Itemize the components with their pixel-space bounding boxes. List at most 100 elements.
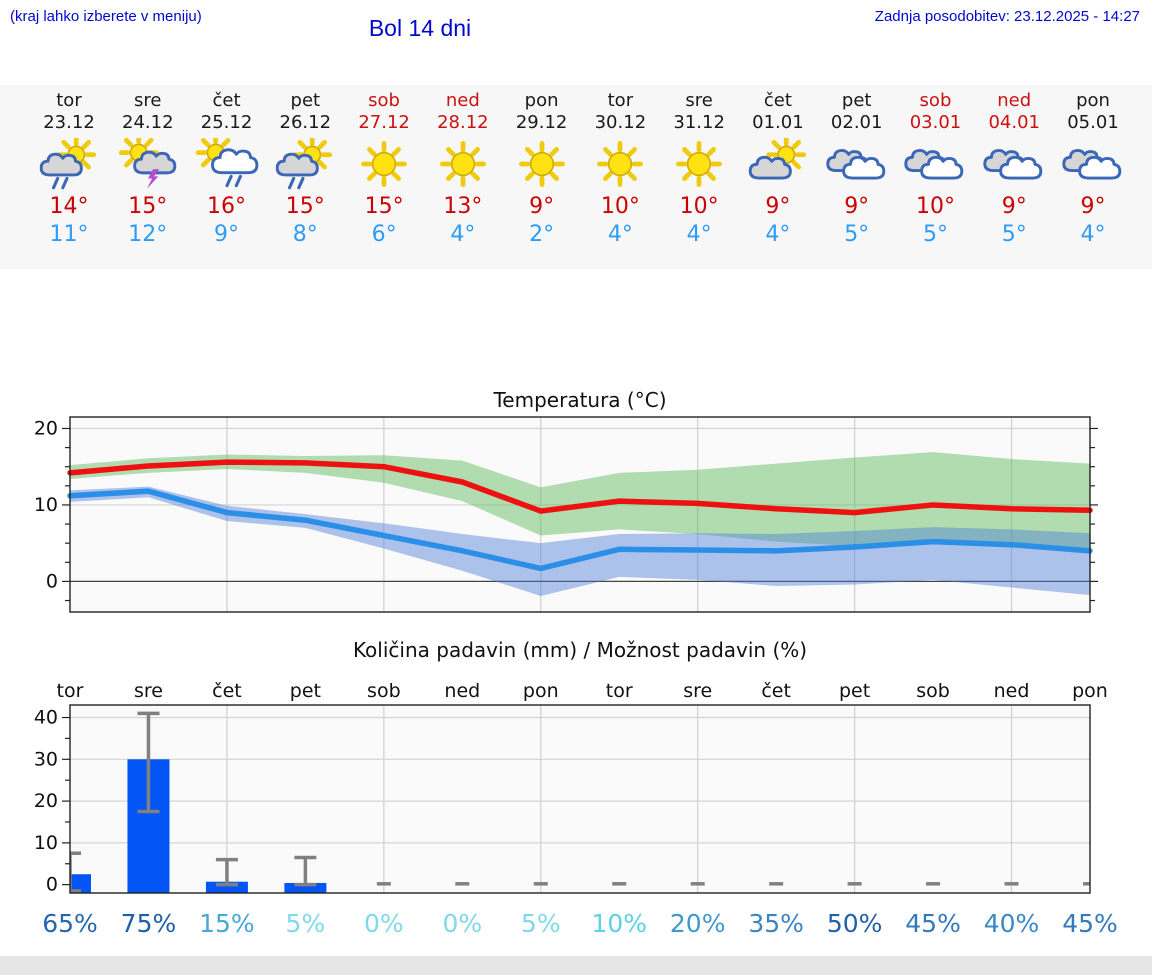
precipitation-chart-title: Količina padavin (mm) / Možnost padavin … <box>352 638 808 662</box>
precip-probability-label: 20% <box>670 909 726 938</box>
sun-icon <box>597 141 644 187</box>
day-date: 25.12 <box>200 112 253 133</box>
day-date: 01.01 <box>752 112 804 133</box>
max-temperature-range <box>70 452 1090 550</box>
day-low-temp: 5° <box>1001 222 1027 247</box>
day-date: 31.12 <box>673 112 725 133</box>
day-column: sob 03.01 10° 5° <box>896 85 975 269</box>
day-name: sob <box>368 90 400 111</box>
sun-cloud-rain-icon <box>39 138 97 190</box>
min-temperature-range <box>70 486 1090 596</box>
precip-probability-label: 0% <box>442 909 482 938</box>
day-column: pon 29.12 9° 2° <box>502 85 581 269</box>
day-date: 05.01 <box>1067 112 1119 133</box>
day-column: tor 30.12 10° 4° <box>581 85 660 269</box>
day-date: 26.12 <box>279 112 332 133</box>
sun-icon <box>676 141 723 187</box>
day-date: 27.12 <box>358 112 410 133</box>
day-column: ned 28.12 13° 4° <box>423 85 502 269</box>
precip-probability-label: 35% <box>748 909 804 938</box>
x-axis-day-label: čet <box>761 680 791 702</box>
x-axis-day-label: pon <box>1072 680 1108 702</box>
day-low-temp: 11° <box>49 222 89 247</box>
precip-bar <box>70 874 91 893</box>
day-column: sob 27.12 15° 6° <box>345 85 424 269</box>
error-bars <box>70 711 1090 893</box>
min-temperature-line <box>67 488 1093 572</box>
day-low-temp: 4° <box>1080 222 1106 247</box>
daily-forecast-strip: tor 23.12 14° 11° sre 24.12 15° 12° čet 25.12 16° 9… <box>0 85 1152 269</box>
y-axis-label: 20 <box>34 790 58 812</box>
footer-band <box>0 956 1152 975</box>
x-axis-day-label: čet <box>212 680 242 702</box>
day-low-temp: 5° <box>844 222 870 247</box>
day-low-temp: 4° <box>765 222 791 247</box>
day-high-temp: 15° <box>364 194 404 219</box>
day-name: ned <box>445 90 480 111</box>
y-axis-label: 40 <box>34 707 58 729</box>
temperature-chart: 0 10 20 <box>34 416 1098 613</box>
day-column: pet 26.12 15° 8° <box>266 85 345 269</box>
day-low-temp: 6° <box>371 222 397 247</box>
sun-icon <box>518 141 565 187</box>
day-column: sre 31.12 10° 4° <box>660 85 739 269</box>
day-high-temp: 16° <box>207 194 247 219</box>
day-column: čet 01.01 9° 4° <box>738 85 817 269</box>
cloudy-icon <box>826 149 885 180</box>
cloudy-icon <box>983 149 1043 180</box>
day-name: sob <box>919 90 952 111</box>
x-axis-day-label: tor <box>57 680 84 702</box>
x-axis-day-label: sre <box>683 680 712 702</box>
precip-probability-label: 15% <box>199 909 255 938</box>
day-date: 28.12 <box>437 112 489 133</box>
precip-probability-label: 5% <box>521 909 561 938</box>
x-axis-day-label: ned <box>994 680 1030 702</box>
day-date: 29.12 <box>515 112 568 133</box>
day-high-temp: 9° <box>844 194 870 219</box>
location-hint: (kraj lahko izberete v meniju) <box>10 8 202 25</box>
day-column: tor 23.12 14° 11° <box>30 85 109 269</box>
precip-probability-label: 5% <box>286 909 326 938</box>
page-title: Bol 14 dni <box>368 15 472 41</box>
day-name: tor <box>607 90 634 111</box>
day-low-temp: 8° <box>292 222 318 247</box>
day-date: 02.01 <box>830 112 883 133</box>
x-axis-day-label: sob <box>367 680 401 702</box>
day-column: ned 04.01 9° 5° <box>975 85 1054 269</box>
day-low-temp: 5° <box>922 222 948 247</box>
precip-probability-label: 75% <box>121 909 177 938</box>
x-axis-day-label: pon <box>523 680 559 702</box>
day-high-temp: 10° <box>600 194 640 219</box>
precip-probability-label: 50% <box>827 909 883 938</box>
day-high-temp: 9° <box>1001 194 1027 219</box>
sun-icon <box>439 141 486 187</box>
day-date: 24.12 <box>122 112 174 133</box>
day-name: ned <box>997 90 1032 111</box>
day-name: sre <box>134 90 162 111</box>
precip-probability-label: 10% <box>591 909 647 938</box>
day-high-temp: 15° <box>285 194 325 219</box>
day-name: čet <box>212 90 241 111</box>
precip-probability-label: 65% <box>42 909 98 938</box>
x-axis-day-label: pet <box>839 680 870 702</box>
day-high-temp: 9° <box>1080 194 1106 219</box>
precip-probability-label: 40% <box>984 909 1040 938</box>
precip-bar <box>205 881 248 893</box>
day-high-temp: 13° <box>443 194 483 219</box>
y-axis-label: 0 <box>46 570 58 592</box>
precip-probability-label: 45% <box>1062 909 1118 938</box>
day-name: pon <box>524 90 559 111</box>
day-date: 30.12 <box>594 112 647 133</box>
day-high-temp: 15° <box>128 194 168 219</box>
day-high-temp: 10° <box>915 194 955 219</box>
top-bar: (kraj lahko izberete v meniju) Bol 14 dn… <box>0 0 1152 60</box>
day-date: 04.01 <box>988 112 1040 133</box>
day-low-temp: 4° <box>607 222 633 247</box>
y-axis-label: 0 <box>46 874 58 896</box>
day-high-temp: 9° <box>765 194 791 219</box>
x-axis-day-label: tor <box>606 680 633 702</box>
cloudy-icon <box>904 149 964 180</box>
y-axis-label: 10 <box>34 494 58 516</box>
